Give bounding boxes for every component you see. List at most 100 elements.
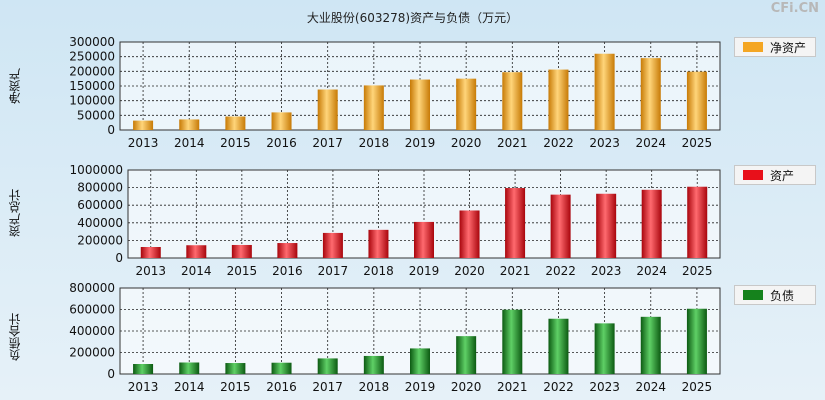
panel-1-ytick-label: 50000 bbox=[77, 108, 115, 122]
panel-1-xtick-label: 2018 bbox=[359, 136, 390, 150]
panel-2-xtick-label: 2016 bbox=[272, 264, 303, 278]
panel-2-bar-2017 bbox=[322, 232, 343, 258]
panel-3-xtick-label: 2022 bbox=[543, 380, 574, 394]
panel-3-bar-2021 bbox=[502, 309, 523, 374]
panel-3-ytick-label: 200000 bbox=[69, 346, 115, 360]
panel-2-bar-2015 bbox=[231, 244, 252, 258]
panel-3-bar-2017 bbox=[317, 358, 338, 374]
panel-2-xtick-label: 2017 bbox=[318, 264, 349, 278]
panel-1-bar-2023 bbox=[594, 53, 615, 130]
panel-3-xtick-label: 2025 bbox=[682, 380, 713, 394]
legend-swatch-net-assets bbox=[743, 42, 763, 52]
panel-2-xtick-label: 2013 bbox=[135, 264, 166, 278]
panel-1-bar-2022 bbox=[548, 69, 569, 130]
panel-3-bar-2014 bbox=[179, 362, 200, 374]
panel-1-bar-2017 bbox=[317, 89, 338, 130]
panel-3-ytick-label: 600000 bbox=[69, 303, 115, 317]
legend-label-assets: 资产 bbox=[770, 168, 795, 183]
panel-2-xtick-label: 2023 bbox=[591, 264, 622, 278]
panel-3-ytick-label: 0 bbox=[107, 367, 115, 381]
panel-1-xtick-label: 2023 bbox=[589, 136, 620, 150]
panel-2-xtick-label: 2025 bbox=[682, 264, 713, 278]
legend-swatch-assets bbox=[743, 170, 763, 180]
panel-2-bar-2021 bbox=[505, 188, 526, 258]
panel-2-bar-2019 bbox=[414, 221, 434, 258]
panel-3-xtick-label: 2018 bbox=[359, 380, 390, 394]
panel-2-bar-2018 bbox=[368, 229, 389, 258]
legend-assets: 资产 bbox=[734, 165, 816, 185]
panel-1-xtick-label: 2017 bbox=[312, 136, 343, 150]
panel-1-bar-2019 bbox=[410, 79, 430, 130]
panel-1-ytick-label: 150000 bbox=[69, 79, 115, 93]
panel-3-ytick-label: 400000 bbox=[69, 324, 115, 338]
panel-3-bar-2022 bbox=[548, 318, 569, 374]
panel-2-bar-2025 bbox=[687, 186, 708, 258]
panel-1-bar-2018 bbox=[363, 85, 384, 130]
panel-1-bar-2015 bbox=[225, 116, 246, 130]
panel-3-xtick-label: 2019 bbox=[405, 380, 436, 394]
panel-3-bar-2024 bbox=[640, 316, 661, 374]
legend-net-assets: 净资产 bbox=[734, 37, 816, 57]
panel-1-bar-2016 bbox=[271, 112, 292, 130]
panel-1-xtick-label: 2019 bbox=[405, 136, 436, 150]
panel-2-bar-2024 bbox=[641, 189, 662, 258]
panel-2-xtick-label: 2022 bbox=[545, 264, 576, 278]
panel-2-bar-2013 bbox=[140, 247, 161, 258]
panel-3-bar-2025 bbox=[686, 308, 707, 374]
panel-1-bar-2025 bbox=[686, 71, 707, 130]
panel-2-xtick-label: 2024 bbox=[636, 264, 667, 278]
panel-2-ytick-label: 600000 bbox=[77, 198, 123, 212]
panel-2-xtick-label: 2021 bbox=[500, 264, 531, 278]
panel-1-bar-2021 bbox=[502, 72, 523, 130]
panel-2-ytick-label: 1000000 bbox=[70, 163, 123, 177]
panel-1-xtick-label: 2015 bbox=[220, 136, 251, 150]
panel-1-xtick-label: 2016 bbox=[266, 136, 297, 150]
panel-2-bar-2022 bbox=[550, 194, 571, 258]
panel-3-bar-2016 bbox=[271, 362, 292, 374]
panel-3-xtick-label: 2016 bbox=[266, 380, 297, 394]
legend-swatch-liabilities bbox=[743, 290, 763, 300]
panel-1-xtick-label: 2020 bbox=[451, 136, 482, 150]
panel-2-ytick-label: 0 bbox=[115, 251, 123, 265]
panel-3-xtick-label: 2017 bbox=[312, 380, 343, 394]
panel-3-xtick-label: 2021 bbox=[497, 380, 528, 394]
panel-2-xtick-label: 2019 bbox=[409, 264, 440, 278]
panel-3-bar-2018 bbox=[363, 355, 384, 374]
panel-1-xtick-label: 2022 bbox=[543, 136, 574, 150]
panel-3-xtick-label: 2024 bbox=[635, 380, 666, 394]
panel-3-xtick-label: 2023 bbox=[589, 380, 620, 394]
panel-1-xtick-label: 2024 bbox=[635, 136, 666, 150]
panel-3-bar-2013 bbox=[133, 364, 154, 374]
panel-3-bar-2015 bbox=[225, 363, 246, 374]
panel-3-bar-2020 bbox=[456, 336, 477, 374]
legend-liabilities: 负债 bbox=[734, 285, 816, 305]
panel-3-xtick-label: 2013 bbox=[128, 380, 159, 394]
panel-1-ytick-label: 200000 bbox=[69, 64, 115, 78]
panel-2-bar-2016 bbox=[277, 243, 298, 258]
legend-label-net-assets: 净资产 bbox=[770, 40, 807, 55]
watermark: CFi.CN bbox=[770, 1, 819, 16]
panel-1-ytick-label: 100000 bbox=[69, 94, 115, 108]
panel-1-xtick-label: 2014 bbox=[174, 136, 205, 150]
panel-1-bar-2014 bbox=[179, 119, 200, 130]
panel-1-ytick-label: 300000 bbox=[69, 35, 115, 49]
panel-3-xtick-label: 2014 bbox=[174, 380, 205, 394]
panel-2-bar-2023 bbox=[596, 193, 617, 258]
panel-2-ytick-label: 200000 bbox=[77, 233, 123, 247]
panel-1-bar-2024 bbox=[640, 58, 661, 131]
legend-label-liabilities: 负债 bbox=[770, 288, 795, 303]
panel-2-xtick-label: 2020 bbox=[454, 264, 485, 278]
panel-1-ytick-label: 250000 bbox=[69, 50, 115, 64]
panel-1-xtick-label: 2021 bbox=[497, 136, 528, 150]
chart-title: 大业股份(603278)资产与负债（万元） bbox=[306, 11, 519, 25]
panel-3-bar-2023 bbox=[594, 323, 615, 374]
panel-1-xtick-label: 2025 bbox=[682, 136, 713, 150]
panel-3-xtick-label: 2020 bbox=[451, 380, 482, 394]
panel-1-bar-2020 bbox=[456, 78, 477, 130]
panel-2-xtick-label: 2018 bbox=[363, 264, 394, 278]
panel-2-xtick-label: 2015 bbox=[227, 264, 258, 278]
panel-1-bar-2013 bbox=[133, 120, 154, 130]
panel-1-xtick-label: 2013 bbox=[128, 136, 159, 150]
panel-2-xtick-label: 2014 bbox=[181, 264, 212, 278]
